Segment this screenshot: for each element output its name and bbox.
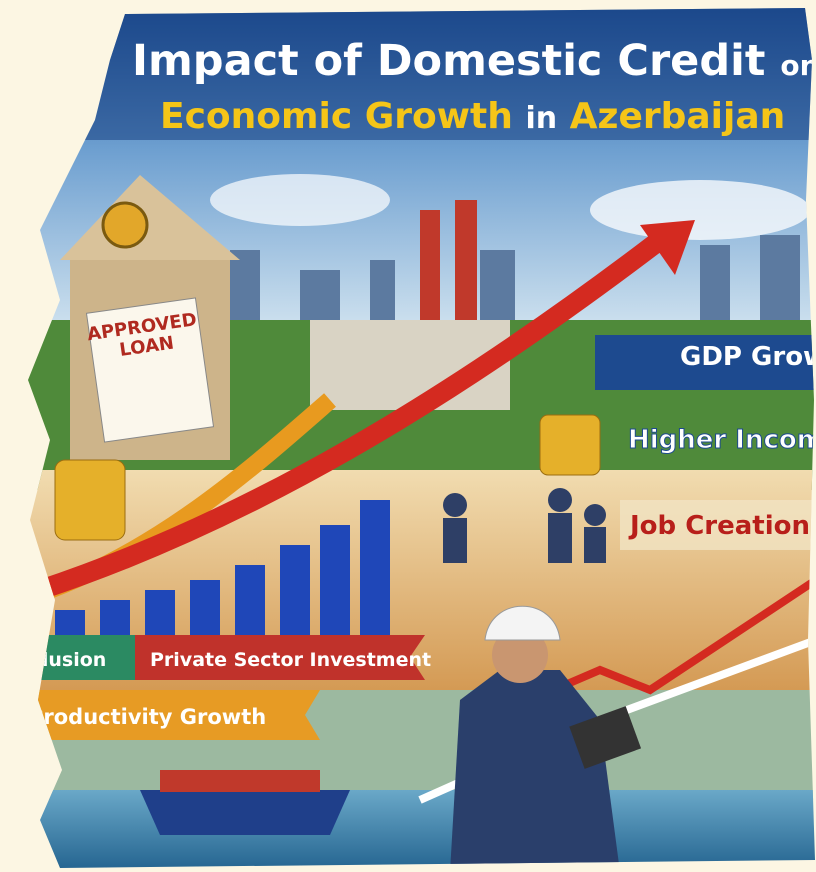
title-part: on (780, 49, 816, 82)
skyline (230, 235, 800, 330)
job-banner (620, 500, 815, 550)
title-part: Azerbaijan (570, 96, 786, 137)
hard-hat (484, 605, 561, 641)
sea (28, 790, 815, 868)
people-silhouettes (443, 488, 606, 563)
ribbon-text: Private Sector Investment (150, 649, 431, 671)
loan-paper (85, 297, 215, 443)
coin-icon (101, 201, 149, 249)
cloud (590, 180, 810, 240)
coin-stacks (54, 414, 601, 541)
ship (140, 790, 350, 835)
title-part: Impact of Domestic Credit (132, 36, 765, 86)
title: Impact of Domestic Credit on (132, 36, 816, 86)
arrow-head (640, 220, 695, 275)
ribbon-text: Inclusion (10, 649, 106, 671)
chimney (420, 210, 440, 330)
banner-text: Job Creation (628, 511, 810, 541)
cloud (210, 174, 390, 226)
engineer-face (492, 627, 548, 683)
title-part: in (525, 101, 557, 136)
chimney (455, 200, 477, 330)
tablet (569, 706, 642, 769)
banner-text: GDP Grow (680, 342, 816, 372)
engineer (450, 670, 620, 868)
gdp-banner (595, 335, 815, 390)
containers (160, 770, 320, 792)
red-arrow (36, 232, 667, 600)
bank-roof (60, 175, 240, 260)
title-shade (28, 8, 815, 140)
ribbon-orange (28, 690, 320, 740)
ribbon-red (135, 635, 425, 680)
title: Economic Growth in Azerbaijan (160, 96, 785, 137)
ribbon-text: Productivity Growth (28, 705, 266, 729)
banner-text: Higher Incom (628, 425, 816, 455)
title-part: Economic Growth (160, 96, 513, 137)
